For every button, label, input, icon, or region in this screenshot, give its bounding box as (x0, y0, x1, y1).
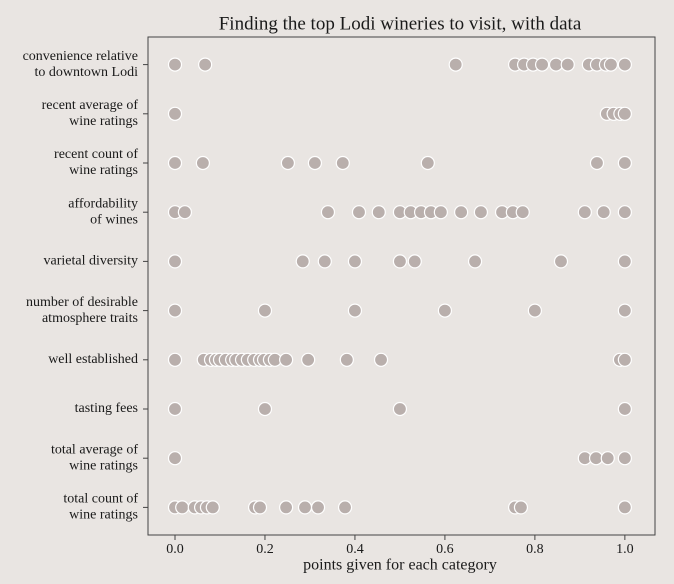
point (420, 155, 435, 171)
point (307, 155, 323, 171)
point (467, 254, 483, 269)
point (337, 500, 353, 515)
point (167, 352, 183, 367)
y-tick-label: total average of (51, 442, 138, 457)
x-tick-label: 1.0 (616, 542, 634, 557)
y-tick-label: number of desirable (26, 295, 138, 310)
point (588, 451, 604, 466)
y-tick-label: to downtown Lodi (35, 65, 139, 80)
point (167, 106, 183, 121)
point (600, 451, 615, 466)
y-tick-label: wine ratings (69, 458, 138, 473)
y-tick-label: varietal diversity (44, 254, 138, 269)
point (392, 254, 408, 269)
point (257, 303, 273, 318)
point (513, 500, 529, 515)
point (335, 155, 350, 171)
point (252, 500, 268, 515)
point (347, 303, 363, 318)
x-tick-label: 0.4 (346, 542, 364, 557)
point (167, 401, 183, 417)
point (548, 57, 564, 72)
point (279, 500, 294, 515)
point (295, 254, 310, 269)
y-tick-label: convenience relative (23, 49, 138, 64)
point (553, 254, 569, 269)
x-tick-label: 0.6 (436, 542, 454, 557)
point (339, 352, 354, 367)
point (617, 401, 632, 417)
point (392, 401, 408, 417)
point (373, 352, 389, 367)
point (167, 155, 183, 171)
point (297, 500, 313, 515)
y-tick-label: recent count of (54, 147, 138, 162)
point (175, 500, 190, 515)
point (279, 352, 294, 367)
y-tick-label: tasting fees (75, 401, 138, 416)
point (577, 205, 592, 220)
point (617, 205, 632, 220)
point (167, 57, 183, 72)
x-tick-label: 0.0 (166, 542, 184, 557)
point (596, 205, 611, 220)
point (347, 254, 363, 269)
point (407, 254, 422, 269)
point (617, 254, 632, 269)
point (534, 57, 550, 72)
point (473, 205, 489, 220)
y-tick-label: affordability (68, 196, 138, 211)
point (177, 205, 192, 220)
y-tick-label: atmosphere traits (42, 311, 138, 326)
y-tick-label: recent average of (42, 98, 139, 113)
point (603, 57, 619, 72)
x-tick-label: 0.2 (256, 542, 274, 557)
point (448, 57, 463, 72)
y-tick-label: of wines (90, 212, 138, 227)
point (317, 254, 332, 269)
point (351, 205, 367, 220)
point (198, 57, 213, 72)
point (371, 205, 386, 220)
point (617, 352, 632, 367)
point (310, 500, 326, 515)
point (617, 155, 632, 171)
point (617, 106, 632, 121)
point (437, 303, 453, 318)
point (617, 303, 632, 318)
point (617, 57, 632, 72)
y-tick-label: wine ratings (69, 508, 138, 523)
x-tick-label: 0.8 (526, 542, 544, 557)
y-tick-label: wine ratings (69, 163, 138, 178)
plot-frame (147, 36, 656, 536)
point (515, 205, 530, 220)
point (433, 205, 448, 220)
point (257, 401, 273, 417)
point (280, 155, 296, 171)
point (454, 205, 469, 220)
point (167, 254, 183, 269)
chart-title: Finding the top Lodi wineries to visit, … (219, 13, 582, 34)
point (195, 155, 210, 171)
point (617, 451, 632, 466)
point (560, 57, 575, 72)
point (320, 205, 336, 220)
point (301, 352, 316, 367)
point (589, 155, 605, 171)
point (167, 303, 183, 318)
point (167, 451, 183, 466)
y-tick-label: wine ratings (69, 114, 138, 129)
y-tick-label: total count of (63, 492, 138, 507)
point (205, 500, 220, 515)
y-tick-label: well established (48, 352, 138, 367)
point (617, 500, 632, 515)
x-axis-label: points given for each category (303, 557, 497, 574)
point (527, 303, 542, 318)
